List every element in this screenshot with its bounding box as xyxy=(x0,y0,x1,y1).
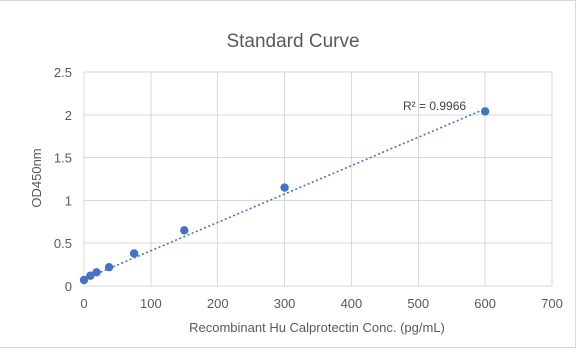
data-point xyxy=(79,275,89,285)
x-tick-label: 600 xyxy=(474,296,496,311)
data-point xyxy=(280,183,289,192)
data-point xyxy=(180,226,189,235)
data-point xyxy=(129,249,139,258)
tick-labels: 0 100 200 300 400 500 600 700 0 0.5 1 1.5 2 2.5 xyxy=(54,65,563,311)
y-axis-title: OD450nm xyxy=(29,148,44,207)
y-tick-label: 1.5 xyxy=(54,151,72,166)
x-tick-label: 200 xyxy=(207,296,229,311)
data-point xyxy=(86,271,95,280)
data-points xyxy=(79,107,490,285)
trendline-r2-label: R² = 0.9966 xyxy=(403,99,466,113)
y-tick-label: 2 xyxy=(65,108,72,123)
x-tick-label: 400 xyxy=(341,296,363,311)
x-tick-label: 700 xyxy=(541,296,563,311)
linear-trendline xyxy=(83,108,486,280)
y-tick-label: 0.5 xyxy=(54,236,72,251)
grid-lines xyxy=(83,71,553,287)
x-tick-label: 100 xyxy=(140,296,162,311)
data-point xyxy=(480,107,490,116)
x-tick-label: 300 xyxy=(274,296,296,311)
x-axis-title: Recombinant Hu Calprotectin Conc. (pg/mL… xyxy=(189,320,445,335)
y-tick-label: 1 xyxy=(65,193,72,208)
x-tick-label: 500 xyxy=(407,296,429,311)
standard-curve-chart: 0 100 200 300 400 500 600 700 0 0.5 1 1.5 2 2.5 Stand… xyxy=(29,31,563,335)
y-tick-label: 2.5 xyxy=(54,65,72,80)
x-tick-label: 0 xyxy=(80,296,87,311)
chart-title: Standard Curve xyxy=(226,31,359,52)
y-tick-label: 0 xyxy=(65,279,72,294)
trendline-layer xyxy=(83,108,486,280)
data-point xyxy=(104,262,114,272)
data-point xyxy=(92,268,101,277)
